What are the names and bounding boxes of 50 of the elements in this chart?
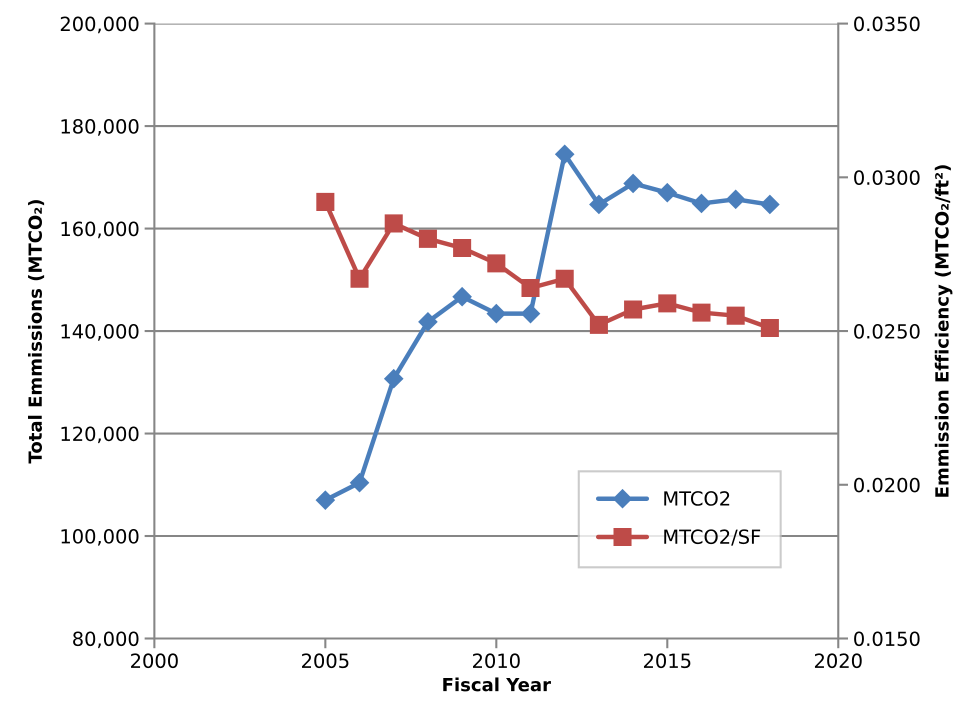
- point: [556, 270, 574, 288]
- point: [589, 194, 608, 214]
- point: [384, 369, 404, 388]
- y-tick-label: 200,000: [60, 16, 138, 34]
- x-tick-label: 2010: [473, 653, 520, 668]
- y2-tick-label: 0.0300: [854, 170, 920, 185]
- point: [486, 304, 506, 324]
- legend-label: MTCO2: [664, 491, 730, 506]
- x-tick-label: 2020: [814, 653, 862, 668]
- y-tick-label: 120,000: [62, 426, 138, 444]
- point: [555, 144, 574, 164]
- x-axis-title: Fiscal Year: [443, 677, 551, 692]
- point: [760, 318, 779, 337]
- point: [418, 230, 437, 248]
- x-tick-label: 2015: [644, 653, 690, 668]
- y2-axis-title: Emmission Efficiency (MTCO₂/ft²): [934, 165, 952, 497]
- point: [350, 270, 369, 288]
- point: [692, 194, 712, 213]
- y2-tick-label: 0.0150: [854, 631, 920, 646]
- point: [624, 300, 642, 319]
- point: [760, 194, 780, 214]
- point: [520, 304, 540, 324]
- point: [384, 214, 403, 232]
- y-tick-label: 80,000: [73, 631, 138, 648]
- point: [726, 306, 745, 325]
- y-axis-title: Total Emmissions (MTCO₂): [28, 200, 44, 464]
- point: [350, 473, 370, 492]
- point: [692, 304, 711, 322]
- legend-label: MTCO2/SF: [664, 529, 760, 546]
- point: [624, 174, 643, 194]
- y-tick-label: 100,000: [62, 528, 138, 546]
- point: [726, 190, 746, 209]
- y-tick-label: 140,000: [62, 324, 138, 341]
- y-tick-label: 160,000: [62, 222, 138, 238]
- point: [418, 312, 438, 332]
- x-tick-label: 2005: [302, 653, 348, 668]
- y-tick-label: 180,000: [62, 119, 138, 136]
- y2-tick-label: 0.0350: [854, 16, 920, 32]
- y2-tick-label: 0.0250: [854, 324, 920, 339]
- x-tick-label: 2000: [131, 653, 178, 668]
- point: [487, 254, 506, 272]
- point: [590, 316, 608, 334]
- y2-tick-label: 0.0200: [854, 478, 920, 492]
- point: [316, 192, 334, 211]
- point: [453, 239, 472, 258]
- point: [658, 294, 676, 312]
- point: [658, 183, 677, 202]
- point: [521, 278, 540, 298]
- point: [452, 287, 472, 306]
- point: [316, 490, 335, 510]
